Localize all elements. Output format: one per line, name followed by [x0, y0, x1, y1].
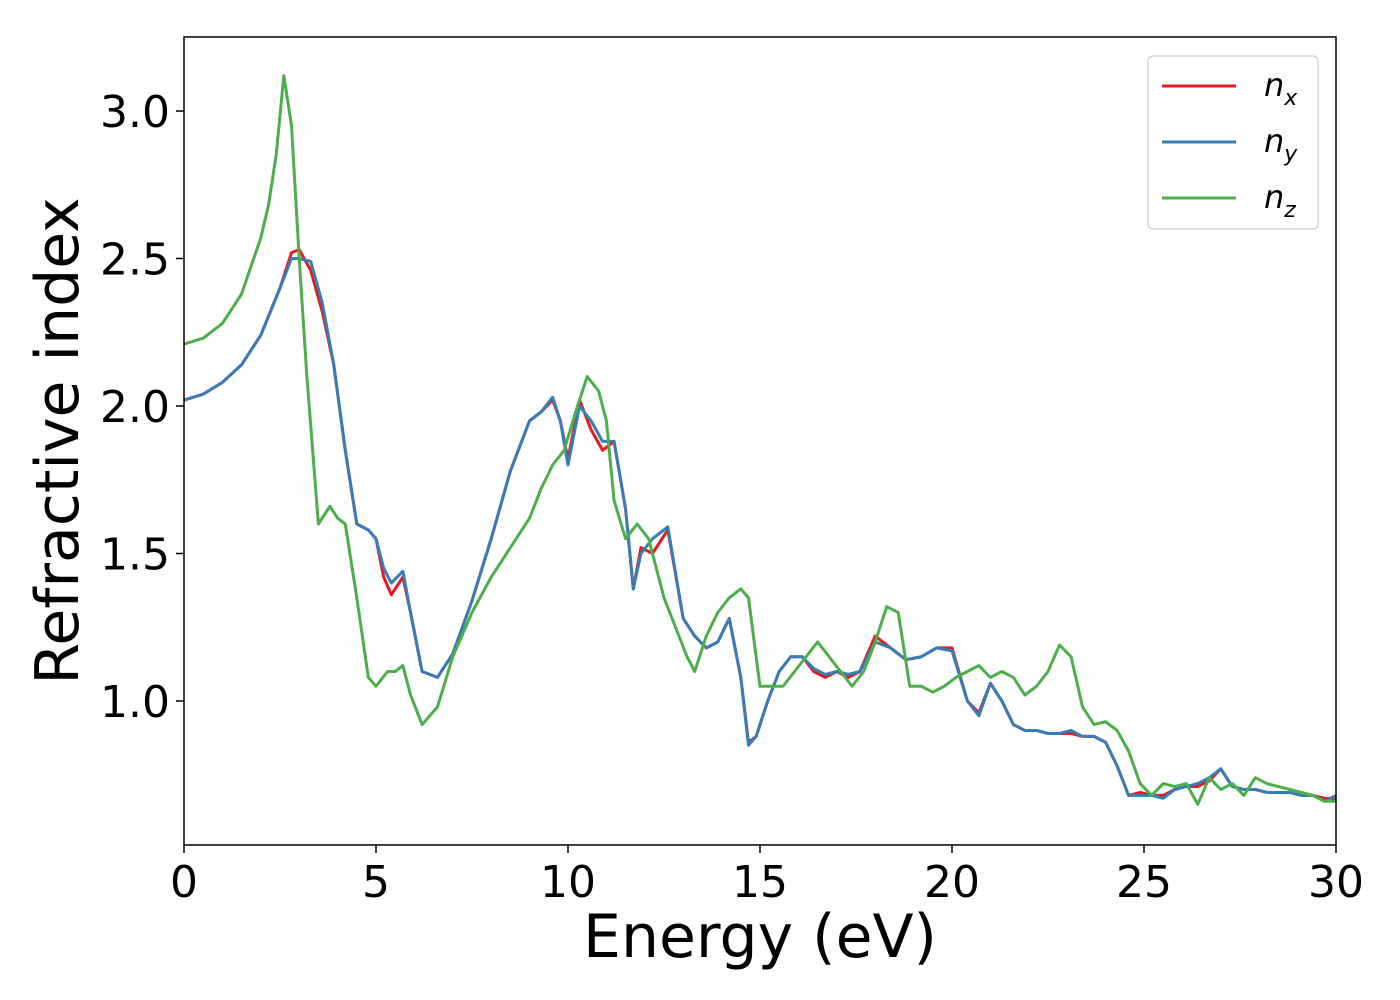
legend-label-subscript: z	[1283, 198, 1296, 223]
legend-label-n-z: nz	[1264, 178, 1296, 223]
x-axis-ticks: 0 5 10 15 20 25 30	[170, 845, 1364, 908]
x-tick-label: 25	[1116, 857, 1172, 908]
legend-label-base: n	[1264, 178, 1284, 216]
series-line-n-z	[184, 74, 1336, 806]
x-tick-label: 5	[362, 857, 390, 908]
legend-label-subscript: x	[1283, 86, 1298, 111]
y-tick-label: 1.0	[100, 677, 170, 728]
y-tick-label: 3.0	[100, 87, 170, 138]
y-tick-label: 2.5	[100, 235, 170, 286]
y-tick-label: 1.5	[100, 530, 170, 581]
x-tick-label: 0	[170, 857, 198, 908]
legend-label-base: n	[1264, 66, 1284, 104]
y-axis-ticks: 1.0 1.5 2.0 2.5 3.0	[100, 87, 184, 728]
legend-label-n-x: nx	[1264, 66, 1298, 111]
x-tick-label: 10	[540, 857, 596, 908]
x-tick-label: 20	[924, 857, 980, 908]
series-layer	[184, 74, 1336, 806]
legend-label-base: n	[1264, 122, 1284, 160]
series-line-n-y	[184, 257, 1336, 803]
y-axis-title: Refractive index	[23, 197, 93, 684]
x-tick-label: 30	[1308, 857, 1364, 908]
legend-label-n-y: ny	[1264, 122, 1298, 167]
x-tick-label: 15	[732, 857, 788, 908]
legend-label-subscript: y	[1283, 142, 1298, 167]
x-axis-title: Energy (eV)	[583, 902, 937, 972]
y-tick-label: 2.0	[100, 382, 170, 433]
